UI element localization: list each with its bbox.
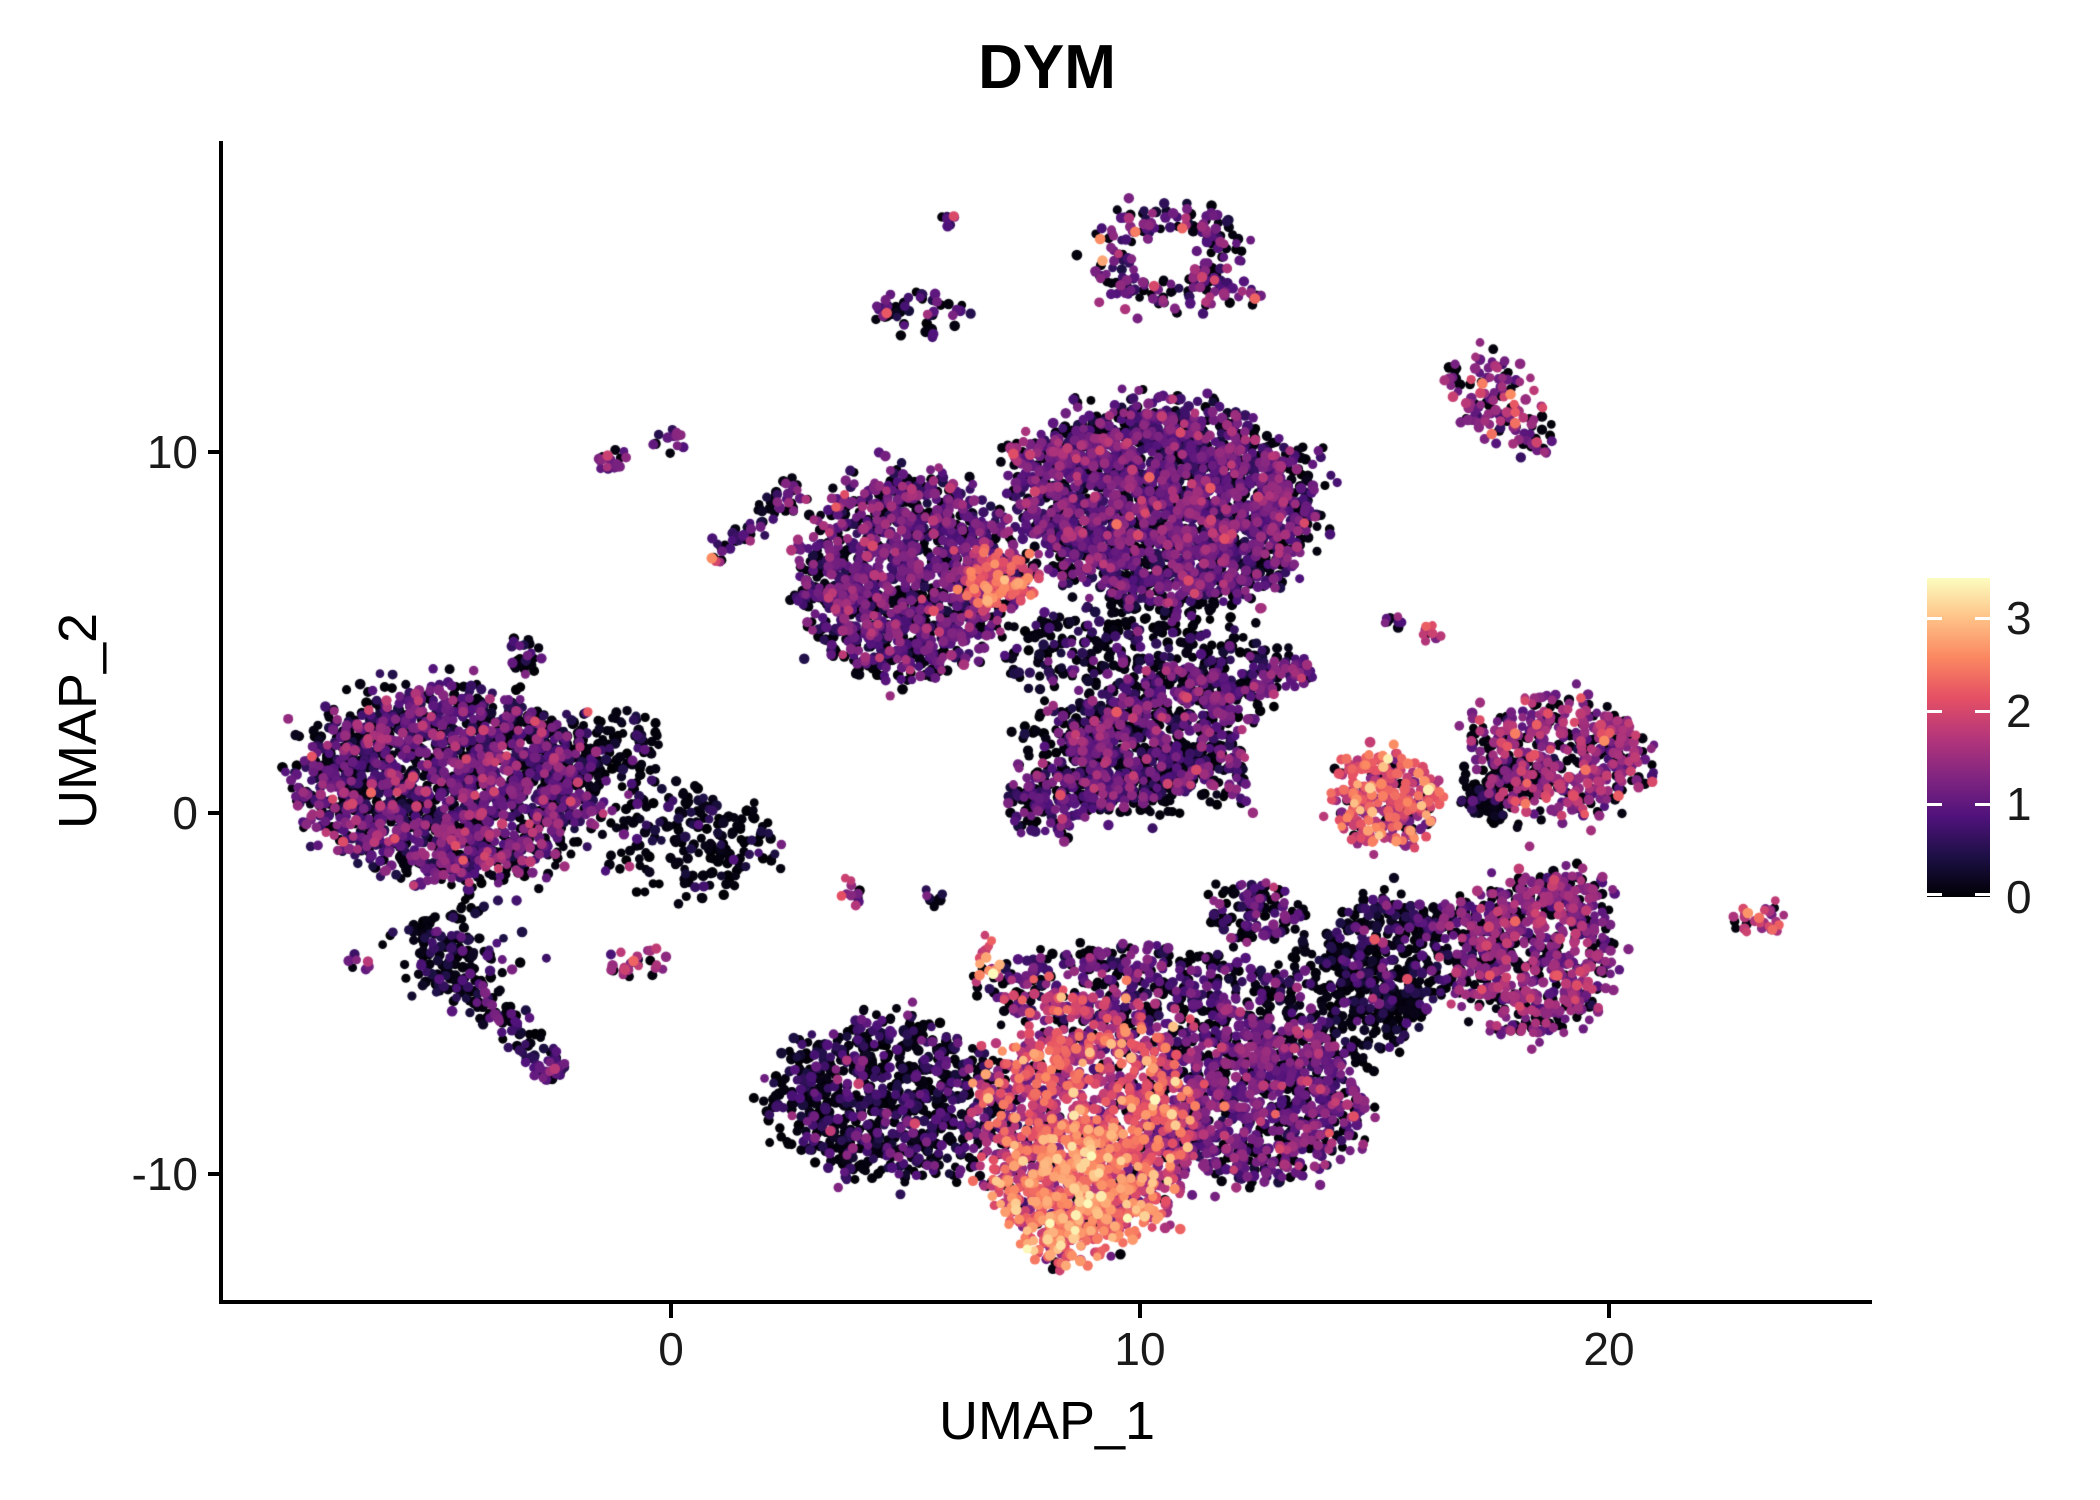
x-tick-mark-20 bbox=[1607, 1304, 1611, 1318]
x-tick-mark-0 bbox=[669, 1304, 673, 1318]
legend-tick-mark-1-left bbox=[1927, 803, 1942, 806]
y-tick-mark-0 bbox=[208, 811, 222, 815]
y-axis-title: UMAP_2 bbox=[48, 612, 108, 830]
legend-tick-mark-1-right bbox=[1975, 803, 1990, 806]
x-axis-title: UMAP_1 bbox=[938, 1391, 1156, 1451]
x-tick-label-10: 10 bbox=[1114, 1323, 1166, 1375]
legend-tick-mark-3-left bbox=[1927, 617, 1942, 620]
y-tick-label-n10: -10 bbox=[131, 1148, 198, 1200]
y-tick-mark-10 bbox=[208, 450, 222, 454]
x-tick-mark-10 bbox=[1138, 1304, 1142, 1318]
legend-tick-mark-2-right bbox=[1975, 710, 1990, 713]
plot-title: DYM bbox=[978, 33, 1116, 102]
legend-tick-mark-0-left bbox=[1927, 893, 1942, 896]
legend-colorbar bbox=[1927, 578, 1990, 897]
y-axis-line bbox=[219, 141, 223, 1304]
x-axis-line bbox=[219, 1300, 1872, 1304]
y-tick-mark-n10 bbox=[208, 1172, 222, 1176]
legend-tick-label-1: 1 bbox=[2006, 778, 2032, 830]
legend-tick-mark-3-right bbox=[1975, 617, 1990, 620]
legend-tick-label-0: 0 bbox=[2006, 871, 2032, 923]
y-tick-label-10: 10 bbox=[146, 426, 198, 478]
legend-tick-label-2: 2 bbox=[2006, 685, 2032, 737]
legend-tick-mark-0-right bbox=[1975, 893, 1990, 896]
legend-tick-label-3: 3 bbox=[2006, 592, 2032, 644]
x-tick-label-20: 20 bbox=[1583, 1323, 1635, 1375]
y-tick-label-0: 0 bbox=[172, 787, 198, 839]
legend-tick-mark-2-left bbox=[1927, 710, 1942, 713]
x-tick-label-0: 0 bbox=[658, 1323, 684, 1375]
